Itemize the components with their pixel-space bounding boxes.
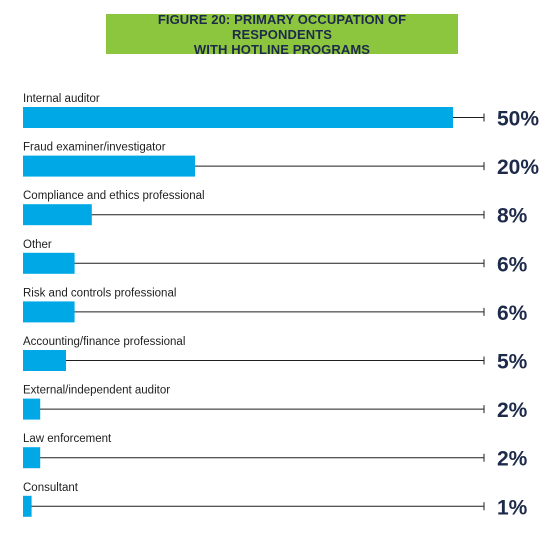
category-label: Accounting/finance professional [23, 336, 185, 348]
bar [23, 155, 195, 177]
category-label: Other [23, 239, 52, 251]
category-label: Compliance and ethics professional [23, 190, 205, 202]
value-label: 8% [497, 205, 528, 228]
bar [23, 350, 66, 371]
value-label: 2% [497, 399, 528, 422]
bar [23, 107, 453, 128]
category-label: Consultant [23, 482, 79, 494]
category-label: Fraud examiner/investigator [23, 142, 166, 154]
value-label: 6% [497, 302, 528, 325]
bar [23, 301, 75, 323]
bar [23, 252, 75, 274]
category-label: Risk and controls professional [23, 287, 176, 299]
category-label: Law enforcement [23, 433, 112, 445]
value-label: 5% [497, 351, 528, 374]
category-label: External/independent auditor [23, 385, 170, 397]
value-label: 6% [497, 253, 528, 276]
chart-title-line-1: FIGURE 20: PRIMARY OCCUPATION OF RESPOND… [157, 11, 407, 42]
bar [23, 204, 92, 226]
bar [23, 495, 32, 517]
category-label: Internal auditor [23, 93, 100, 105]
value-label: 2% [497, 448, 528, 471]
bar [23, 447, 41, 469]
chart-title: FIGURE 20: PRIMARY OCCUPATION OF RESPOND… [106, 11, 458, 57]
value-label: 50% [497, 108, 539, 131]
value-label: 1% [497, 496, 528, 519]
bar [23, 398, 41, 420]
chart-title-line-2: WITH HOTLINE PROGRAMS [193, 41, 371, 57]
value-label: 20% [497, 156, 539, 179]
